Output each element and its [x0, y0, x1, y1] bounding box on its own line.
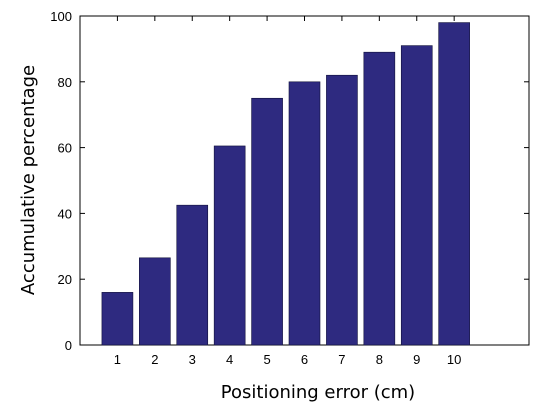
x-tick-label: 2 — [151, 352, 158, 367]
bar-3 — [176, 204, 209, 346]
y-axis: 0 20 40 60 80 100 — [50, 9, 529, 353]
y-tick-label: 100 — [50, 9, 72, 24]
bar-9 — [400, 45, 433, 346]
bar-2 — [139, 257, 171, 346]
x-axis-title: Positioning error (cm) — [221, 382, 415, 403]
y-tick-label: 60 — [58, 141, 72, 156]
bar-5 — [251, 97, 283, 346]
x-tick-label: 3 — [189, 352, 196, 367]
y-tick-label: 40 — [58, 206, 72, 221]
bar-6 — [288, 81, 321, 346]
y-tick-label: 0 — [65, 338, 72, 353]
y-tick-label: 80 — [58, 75, 72, 90]
x-tick-label: 7 — [338, 352, 345, 367]
bar-1 — [101, 292, 134, 346]
y-tick-label: 20 — [58, 272, 72, 287]
bars — [101, 22, 470, 346]
x-tick-label: 8 — [376, 352, 383, 367]
x-tick-label: 5 — [263, 352, 270, 367]
bar-8 — [363, 51, 396, 346]
x-tick-label: 6 — [301, 352, 308, 367]
x-tick-label: 10 — [447, 352, 461, 367]
x-tick-label: 4 — [226, 352, 233, 367]
x-tick-label: 9 — [413, 352, 420, 367]
bar-7 — [326, 74, 358, 346]
x-tick-label: 1 — [114, 352, 121, 367]
bar-10 — [438, 22, 470, 346]
bar-4 — [213, 145, 246, 346]
y-axis-title: Accumulative percentage — [18, 65, 39, 295]
